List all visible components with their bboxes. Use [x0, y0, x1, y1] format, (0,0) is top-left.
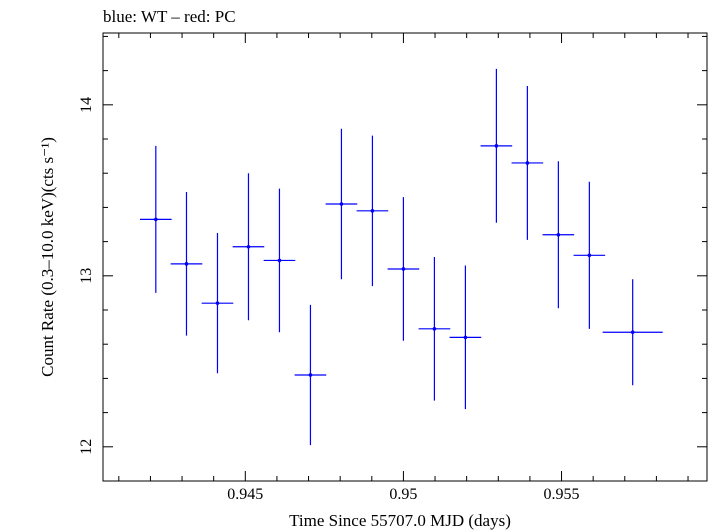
plot-frame	[102, 32, 708, 482]
data-point	[449, 265, 482, 410]
data-point	[356, 135, 389, 287]
data-point	[573, 181, 606, 329]
x-tick-label: 0.95	[389, 486, 417, 503]
y-axis-label: Count Rate (0.3–10.0 keV)(cts s⁻¹)	[38, 137, 57, 377]
data-point-marker	[630, 330, 635, 335]
data-point	[325, 128, 358, 280]
data-point	[511, 86, 544, 240]
y-axis: 12 13 14	[78, 35, 707, 482]
data-point-marker	[525, 161, 530, 165]
data-point-marker	[370, 209, 375, 213]
x-axis: 0.945 0.95 0.955	[118, 33, 689, 503]
data-point-marker	[184, 262, 189, 266]
data-point-marker	[215, 301, 220, 305]
data-point-marker	[587, 253, 592, 258]
data-point-marker	[401, 267, 406, 271]
data-point-marker	[277, 258, 282, 263]
data-point	[170, 192, 203, 336]
data-point-marker	[246, 244, 251, 249]
y-tick-label: 13	[78, 268, 95, 284]
series-wt	[139, 68, 663, 446]
data-point	[542, 161, 575, 309]
data-point	[139, 145, 172, 293]
data-point	[294, 304, 327, 446]
data-point-marker	[339, 202, 344, 206]
x-tick-label: 0.945	[227, 486, 263, 503]
data-point-marker	[432, 327, 437, 331]
data-point	[201, 233, 234, 374]
data-point-marker	[463, 335, 468, 340]
data-point-marker	[556, 232, 561, 237]
y-tick-label: 12	[78, 439, 95, 455]
data-point-marker	[308, 373, 313, 377]
data-point	[480, 68, 513, 223]
y-tick-label: 14	[78, 97, 95, 113]
x-tick-label: 0.955	[544, 486, 580, 503]
data-point-marker	[494, 144, 499, 148]
data-point	[232, 173, 265, 321]
data-point	[418, 257, 451, 401]
data-point	[602, 279, 663, 386]
data-point	[387, 197, 420, 341]
data-point	[263, 188, 296, 333]
chart-title: blue: WT – red: PC	[103, 7, 236, 26]
data-series	[139, 68, 663, 446]
x-axis-label: Time Since 55707.0 MJD (days)	[289, 511, 511, 530]
data-point-marker	[154, 217, 158, 222]
